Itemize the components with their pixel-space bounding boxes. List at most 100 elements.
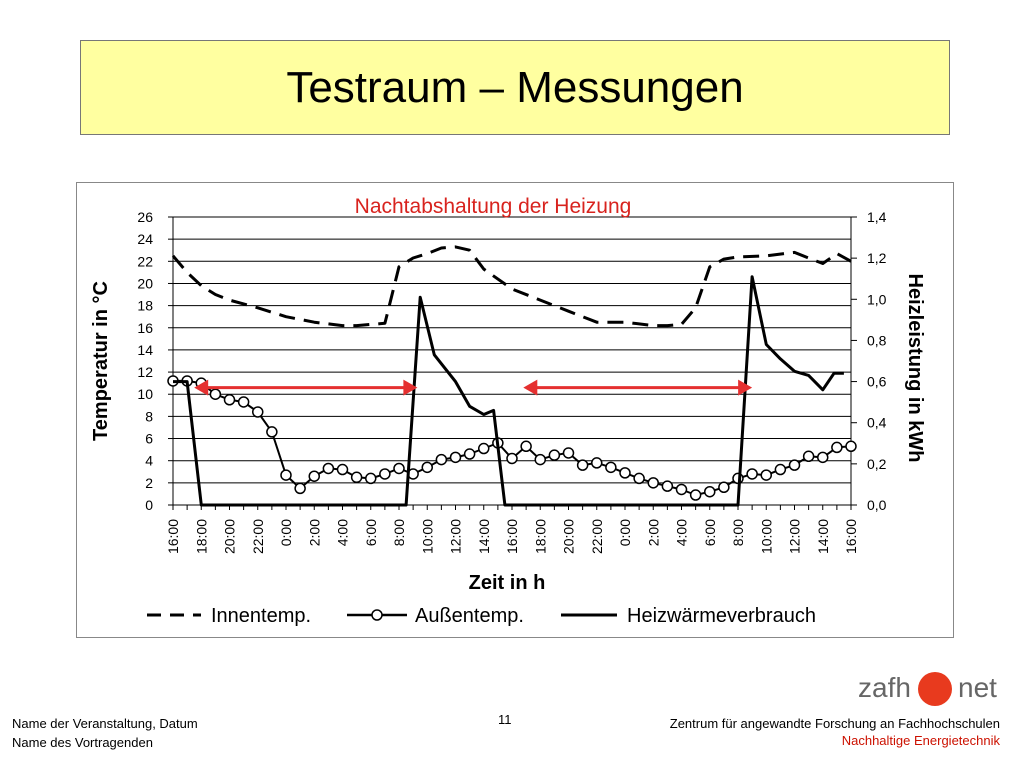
aussentemp-point [704, 485, 716, 498]
aussentemp-point [350, 471, 363, 484]
aussentemp-point [576, 459, 589, 471]
aussentemp-point [393, 462, 405, 475]
aussentemp-point [689, 489, 702, 501]
aussentemp-point [774, 463, 787, 476]
logo-text-left: zafh [858, 672, 911, 703]
x-tick-label: 16:00 [504, 519, 520, 554]
aussentemp-point [520, 440, 532, 453]
logo-dot-icon [918, 672, 952, 706]
aussentemp-point [478, 442, 490, 455]
logo-text-right: net [958, 672, 997, 703]
x-tick-label: 6:00 [363, 519, 379, 546]
y-tick-label: 2 [145, 475, 153, 491]
y-tick-label: 6 [145, 431, 153, 447]
page-title: Testraum – Messungen [286, 62, 744, 112]
x-tick-label: 4:00 [674, 519, 690, 546]
x-tick-label: 12:00 [787, 519, 803, 554]
aussentemp-point [449, 451, 462, 464]
aussentemp-point [223, 394, 236, 406]
y-tick-label: 24 [137, 231, 153, 247]
aussentemp-point [802, 450, 815, 463]
aussentemp-point [209, 388, 222, 400]
aussentemp-point [435, 453, 448, 466]
y2-tick-label: 1,0 [867, 291, 887, 307]
x-tick-label: 12:00 [448, 519, 464, 554]
aussentemp-point [336, 463, 349, 476]
aussentemp-point [675, 483, 688, 496]
aussentemp-point [548, 449, 561, 461]
aussentemp-point [322, 462, 335, 475]
y-tick-label: 16 [137, 320, 153, 336]
x-tick-label: 2:00 [306, 519, 322, 546]
aussentemp-point [308, 470, 320, 482]
aussentemp-point [237, 396, 250, 408]
y-tick-label: 18 [137, 298, 153, 314]
x-tick-label: 0:00 [278, 519, 294, 546]
y-tick-label: 0 [145, 497, 153, 513]
chart-title: Nachtabshaltung der Heizung [355, 195, 632, 218]
aussentemp-point [365, 472, 377, 485]
aussentemp-point [619, 467, 631, 479]
page-number: 11 [498, 712, 512, 727]
grid-lines [173, 216, 851, 506]
aussentemp-point [252, 406, 264, 418]
x-tick-label: 18:00 [532, 519, 548, 554]
aussentemp-point [831, 441, 843, 454]
x-axis-ticks: 16:00 18:00 20:00 22:00 0:00 2:00 4:00 6:00 8:00… [165, 504, 859, 554]
x-tick-label: 10:00 [758, 519, 774, 554]
aussentemp-point [647, 477, 659, 489]
x-tick-label: 22:00 [589, 519, 605, 554]
y-tick-label: 12 [137, 364, 153, 380]
y-axis-label: Temperatur in °C [90, 281, 112, 441]
legend-label-aussentemp: Außentemp. [415, 605, 524, 627]
chart-frame: 0 2 4 6 8 10 12 14 16 18 20 22 24 26 0,0 0,2 0,4 0,6 0,8 1… [76, 182, 954, 638]
series-innentemp-line [171, 245, 852, 328]
aussentemp-point [379, 468, 391, 480]
y-tick-label: 8 [145, 408, 153, 424]
y2-tick-label: 1,2 [867, 250, 887, 266]
aussentemp-point [294, 482, 306, 495]
aussentemp-point [746, 468, 758, 480]
footer-department: Nachhaltige Energietechnik [841, 733, 1000, 748]
y2-axis-label: Heizleistung in kWh [904, 274, 926, 463]
x-tick-label: 16:00 [843, 519, 859, 554]
x-tick-label: 4:00 [335, 519, 351, 546]
series-lines [167, 245, 857, 507]
aussentemp-point [562, 447, 575, 459]
aussentemp-point [845, 440, 857, 453]
y-tick-label: 10 [137, 386, 153, 402]
aussentemp-point [788, 459, 801, 471]
aussentemp-point [421, 461, 433, 474]
x-tick-label: 8:00 [730, 519, 746, 546]
legend: Innentemp. Außentemp. Heizwärmeverbrauch [147, 605, 816, 627]
series-heizwaerme-line [173, 275, 844, 507]
y-tick-label: 4 [145, 453, 153, 469]
y-tick-label: 20 [137, 275, 153, 291]
aussentemp-point [817, 451, 829, 464]
aussentemp-point [463, 448, 476, 460]
y2-tick-label: 0,8 [867, 332, 887, 348]
x-tick-label: 22:00 [250, 519, 266, 554]
zafh-net-logo: zafh net [858, 670, 1008, 710]
x-axis-label: Zeit in h [469, 572, 546, 594]
aussentemp-point [760, 469, 772, 481]
red-arrow-head-right [738, 379, 753, 396]
y2-tick-label: 0,0 [867, 497, 887, 513]
x-tick-label: 2:00 [645, 519, 661, 546]
aussentemp-point [266, 426, 278, 438]
y2-tick-label: 0,4 [867, 415, 887, 431]
legend-marker-aussentemp [371, 609, 383, 621]
x-tick-label: 14:00 [476, 519, 492, 554]
x-tick-label: 20:00 [222, 519, 238, 554]
aussentemp-point [633, 472, 645, 485]
x-tick-label: 10:00 [419, 519, 435, 554]
red-arrow-head-right [403, 379, 418, 396]
x-tick-label: 0:00 [617, 519, 633, 546]
footer-event: Name der Veranstaltung, Datum [12, 716, 198, 731]
footer-speaker: Name des Vortragenden [12, 735, 153, 750]
red-arrow-head-left [523, 379, 538, 396]
y2-tick-label: 0,6 [867, 374, 887, 390]
y-tick-label: 14 [137, 342, 153, 358]
